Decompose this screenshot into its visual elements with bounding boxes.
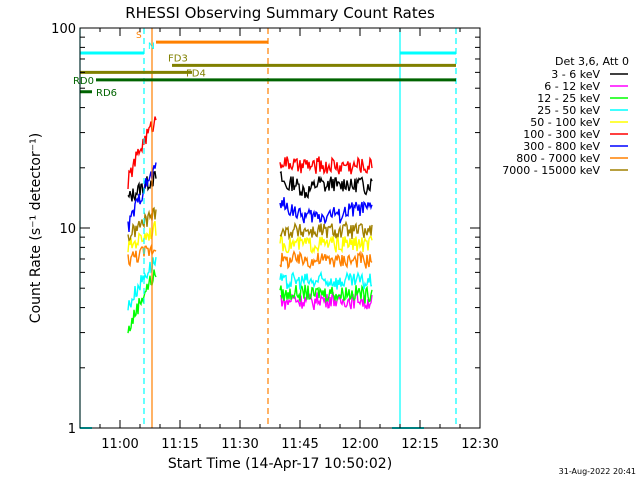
x-axis-label: Start Time (14-Apr-17 10:50:02) [168, 456, 392, 472]
series-8-segment-1 [279, 220, 373, 241]
legend-label-6: 300 - 800 keV [523, 140, 600, 153]
series-0-segment-0 [127, 170, 157, 203]
series-3-segment-0 [127, 257, 157, 311]
x-tick-label-6: 12:30 [461, 437, 498, 452]
series-2-segment-0 [127, 269, 157, 334]
series-7-segment-0 [127, 243, 157, 268]
legend-label-0: 3 - 6 keV [551, 68, 600, 81]
series-6-segment-0 [127, 162, 157, 232]
series-0-segment-1 [279, 171, 373, 200]
legend-label-4: 50 - 100 keV [530, 116, 600, 129]
flag-label-s: S [136, 31, 142, 41]
y-tick-label-0: 1 [68, 422, 76, 437]
x-tick-label-2: 11:30 [221, 437, 258, 452]
series-3-segment-1 [279, 270, 373, 290]
series-6-segment-1 [279, 197, 373, 225]
y-tick-label-1: 10 [59, 222, 76, 237]
flag-label-n: N [148, 42, 155, 52]
legend-label-3: 25 - 50 keV [537, 104, 600, 117]
legend-label-5: 100 - 300 keV [523, 128, 600, 141]
y-tick-label-2: 100 [51, 22, 76, 37]
flag-label-fd3: FD3 [168, 53, 188, 64]
legend-title: Det 3,6, Att 0 [555, 55, 629, 68]
x-tick-label-4: 12:00 [341, 437, 378, 452]
flag-label-rd6: RD6 [96, 88, 117, 99]
x-tick-label-5: 12:15 [401, 437, 438, 452]
series-2-segment-1 [279, 284, 373, 304]
series-4-segment-1 [279, 232, 373, 255]
timestamp: 31-Aug-2022 20:41 [559, 467, 636, 476]
chart-title: RHESSI Observing Summary Count Rates [125, 4, 435, 22]
x-tick-label-3: 11:45 [281, 437, 318, 452]
series-4-segment-0 [127, 220, 157, 253]
flag-label-fd4: FD4 [186, 68, 206, 79]
series-7-segment-1 [279, 249, 373, 270]
legend-label-8: 7000 - 15000 keV [502, 164, 600, 177]
legend-label-1: 6 - 12 keV [544, 80, 600, 93]
x-tick-label-0: 11:00 [101, 437, 138, 452]
series-8-segment-0 [127, 206, 157, 242]
legend-label-7: 800 - 7000 keV [516, 152, 600, 165]
y-axis-label: Count Rate (s⁻¹ detector⁻¹) [28, 133, 44, 323]
flag-label-rd0: RD0 [73, 76, 94, 87]
legend-label-2: 12 - 25 keV [537, 92, 600, 105]
plot-frame [79, 27, 481, 429]
series-5-segment-1 [279, 156, 373, 176]
x-tick-label-1: 11:15 [161, 437, 198, 452]
series-5-segment-0 [127, 116, 157, 190]
